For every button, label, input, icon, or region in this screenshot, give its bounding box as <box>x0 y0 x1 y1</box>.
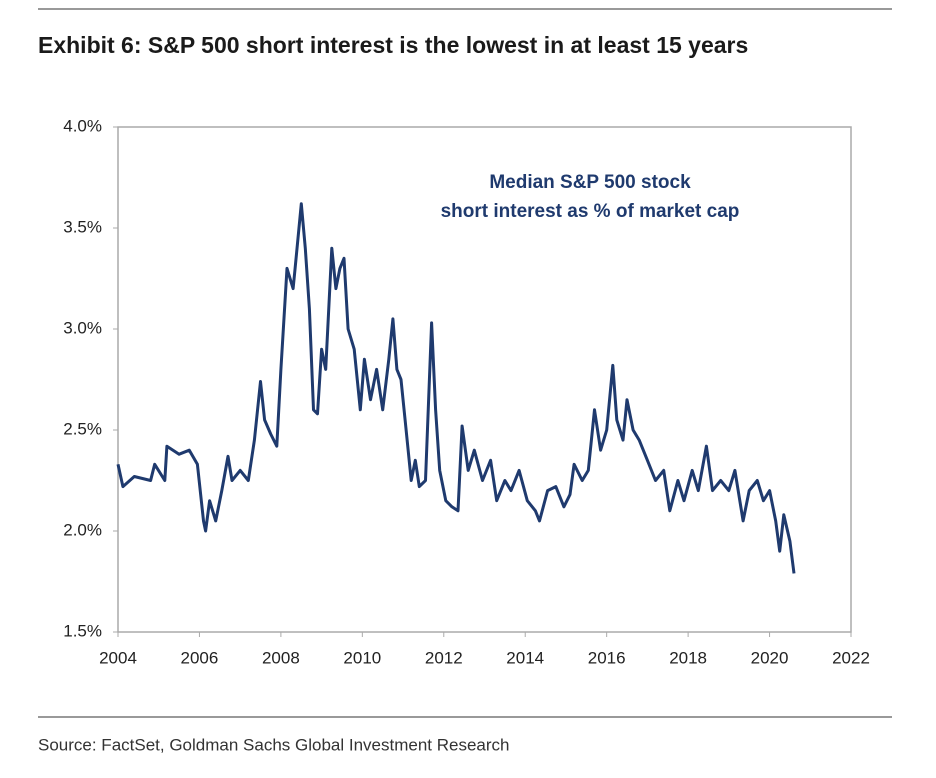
annotation: short interest as % of market cap <box>441 201 740 222</box>
chart-title: Exhibit 6: S&P 500 short interest is the… <box>38 32 748 58</box>
y-tick-label: 3.5% <box>63 217 102 236</box>
annotation: Median S&P 500 stock <box>489 172 691 193</box>
y-tick-label: 2.0% <box>63 520 102 539</box>
x-tick-label: 2020 <box>751 648 789 667</box>
x-tick-label: 2014 <box>506 648 544 667</box>
x-tick-label: 2012 <box>425 648 463 667</box>
x-tick-label: 2006 <box>181 648 219 667</box>
x-tick-label: 2018 <box>669 648 707 667</box>
x-tick-label: 2016 <box>588 648 626 667</box>
source: Source: FactSet, Goldman Sachs Global In… <box>38 735 510 754</box>
y-tick-label: 2.5% <box>63 419 102 438</box>
x-tick-label: 2022 <box>832 648 870 667</box>
x-tick-label: 2008 <box>262 648 300 667</box>
x-tick-label: 2010 <box>343 648 381 667</box>
data-line <box>116 202 796 574</box>
y-tick-label: 3.0% <box>63 318 102 337</box>
y-tick-label: 1.5% <box>63 621 102 640</box>
x-tick-label: 2004 <box>99 648 137 667</box>
plot-frame <box>117 126 852 633</box>
y-tick-label: 4.0% <box>63 116 102 135</box>
